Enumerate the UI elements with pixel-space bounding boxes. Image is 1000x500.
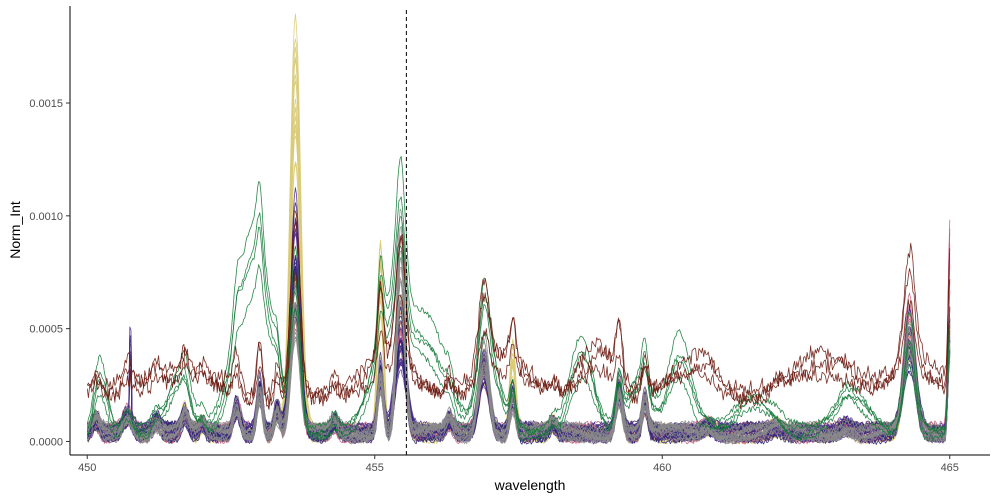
x-tick-label: 460 (653, 462, 671, 474)
y-ticks: 0.0000 0.0005 0.0010 0.0015 (29, 98, 70, 448)
spectrum-line-gray (86, 208, 951, 443)
spectrum-line-yellow (87, 161, 951, 443)
spectrum-line-navy (86, 285, 951, 440)
y-tick-label: 0.0005 (29, 324, 63, 336)
x-tick-label: 455 (366, 462, 384, 474)
spectrum-line-green (86, 245, 951, 442)
spectrum-line-yellow (87, 115, 951, 444)
spectrum-line-yellow (86, 129, 951, 443)
spectrum-line-purple (86, 217, 951, 443)
spectrum-line-yellow (87, 13, 951, 441)
spectrum-line-yellow (87, 163, 951, 442)
y-axis-title: Norm_Int (7, 201, 23, 259)
spectrum-line-brown (86, 221, 951, 407)
spectrum-line-yellow (86, 124, 951, 443)
spectrum-line-pink (86, 233, 951, 440)
x-tick-label: 450 (78, 462, 96, 474)
spectrum-line-purple (87, 233, 951, 440)
y-tick-label: 0.0010 (29, 211, 63, 223)
x-axis-title: wavelength (494, 477, 566, 493)
spectrum-line-yellow (87, 135, 951, 443)
x-ticks: 450 455 460 465 (78, 455, 959, 474)
y-tick-label: 0.0000 (29, 436, 63, 448)
spectrum-line-green (86, 156, 951, 440)
spectrum-line-yellow (87, 124, 951, 445)
spectrum-line-green (86, 196, 951, 441)
y-tick-label: 0.0015 (29, 98, 63, 110)
x-tick-label: 465 (941, 462, 959, 474)
spectrum-line-gray (86, 302, 951, 444)
spectrum-line-green (87, 216, 951, 442)
spectrum-line-purple (87, 219, 951, 442)
spectrum-line-brown (87, 269, 951, 410)
spectrum-line-brown (86, 210, 951, 409)
plot-area (86, 10, 951, 455)
